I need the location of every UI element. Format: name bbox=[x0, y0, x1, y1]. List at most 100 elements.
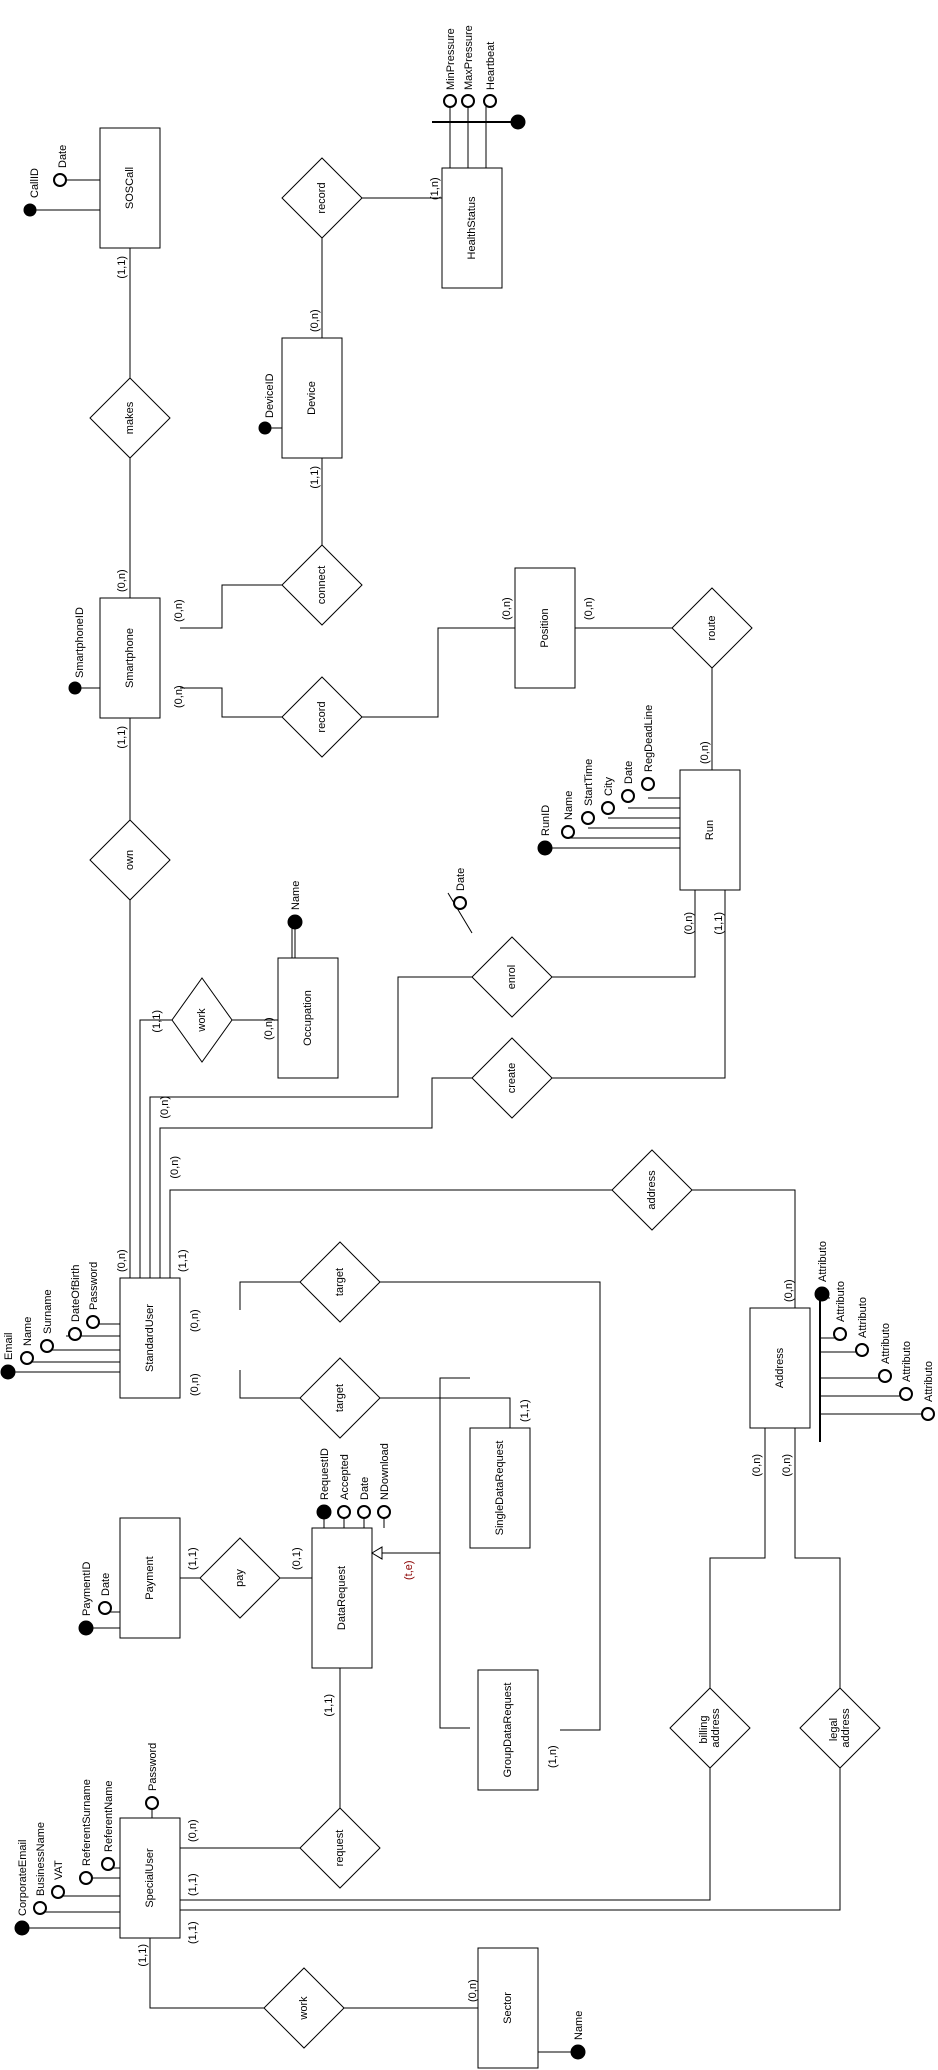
relationship-target-single[interactable]: target bbox=[299, 1357, 381, 1439]
attribute-run-name: Name bbox=[563, 791, 575, 820]
entity-singledatarequest[interactable]: SingleDataRequest bbox=[469, 1427, 531, 1549]
entity-smartphone[interactable]: Smartphone bbox=[99, 597, 161, 719]
attribute-specialuser-referentname: ReferentName bbox=[103, 1780, 115, 1852]
cardinality: (0,n) bbox=[783, 1279, 795, 1302]
attribute-key-icon bbox=[814, 1286, 830, 1302]
attribute-soscall-callid: CallID bbox=[29, 168, 41, 198]
cardinality: (1,1) bbox=[187, 1873, 199, 1896]
cardinality: (1,n) bbox=[547, 1745, 559, 1768]
relationship-route[interactable]: route bbox=[671, 587, 753, 669]
connection-lines bbox=[129, 197, 841, 2009]
attribute-payment-paymentid: PaymentID bbox=[81, 1562, 93, 1616]
attribute-circle-icon bbox=[357, 1505, 371, 1519]
attribute-key-icon bbox=[316, 1504, 332, 1520]
attribute-specialuser-password: Password bbox=[147, 1743, 159, 1791]
attribute-datarequest-ndownload: NDownload bbox=[379, 1443, 391, 1500]
attribute-key-icon bbox=[14, 1920, 30, 1936]
entity-payment[interactable]: Payment bbox=[119, 1517, 181, 1639]
attribute-circle-icon bbox=[855, 1343, 869, 1357]
entity-run[interactable]: Run bbox=[679, 769, 741, 891]
cardinality: (1,1) bbox=[177, 1249, 189, 1272]
relationship-label-route: route bbox=[706, 615, 718, 640]
attribute-circle-icon bbox=[337, 1505, 351, 1519]
attribute-circle-icon bbox=[833, 1327, 847, 1341]
attribute-circle-icon bbox=[377, 1505, 391, 1519]
relationship-label-work-sector: work bbox=[298, 1996, 310, 2021]
attribute-circle-icon bbox=[33, 1901, 47, 1915]
attribute-circle-icon bbox=[601, 801, 615, 815]
cardinality: (0,n) bbox=[169, 1156, 181, 1179]
entity-address[interactable]: Address bbox=[749, 1307, 811, 1429]
entity-datarequest[interactable]: DataRequest bbox=[311, 1527, 373, 1669]
relationship-connect[interactable]: connect bbox=[281, 544, 363, 626]
cardinality: (0,n) bbox=[173, 599, 185, 622]
relationship-label-connect: connect bbox=[316, 566, 328, 605]
attribute-soscall-date: Date bbox=[57, 145, 69, 168]
relationship-record-health[interactable]: record bbox=[281, 157, 363, 239]
attribute-key-icon bbox=[510, 114, 526, 130]
entity-label-address: Address bbox=[774, 1347, 786, 1388]
relationship-label-record-position: record bbox=[316, 701, 328, 732]
attribute-circle-icon bbox=[621, 789, 635, 803]
relationship-label-legal-line2: address bbox=[840, 1708, 852, 1748]
relationship-target-group[interactable]: target bbox=[299, 1241, 381, 1323]
cardinality: (0,n) bbox=[189, 1309, 201, 1332]
cardinality: (0,n) bbox=[116, 569, 128, 592]
attribute-address-5: Attributo bbox=[901, 1341, 913, 1382]
attribute-circle-icon bbox=[483, 94, 497, 108]
relationship-pay[interactable]: pay bbox=[199, 1537, 281, 1619]
relationship-record-position[interactable]: record bbox=[281, 676, 363, 758]
attribute-standarduser-password: Password bbox=[88, 1262, 100, 1310]
attribute-circle-icon bbox=[899, 1387, 913, 1401]
cardinality: (0,n) bbox=[159, 1096, 171, 1119]
attribute-occupation-name: Name bbox=[290, 881, 302, 910]
attribute-circle-icon bbox=[86, 1315, 100, 1329]
relationship-label-billing-address: billing address bbox=[698, 1708, 722, 1748]
relationship-enrol[interactable]: enrol bbox=[471, 936, 553, 1018]
entity-label-smartphone: Smartphone bbox=[124, 628, 136, 688]
entity-label-device: Device bbox=[306, 381, 318, 415]
relationship-label-makes: makes bbox=[124, 401, 136, 434]
entity-sector[interactable]: Sector bbox=[477, 1947, 539, 2069]
relationship-work-occupation[interactable]: work bbox=[171, 977, 233, 1063]
entity-label-occupation: Occupation bbox=[302, 990, 314, 1046]
relationship-create[interactable]: create bbox=[471, 1037, 553, 1119]
attribute-circle-icon bbox=[461, 94, 475, 108]
relationship-label-target-single: target bbox=[334, 1384, 346, 1412]
attribute-datarequest-requestid: RequestID bbox=[319, 1448, 331, 1500]
entity-soscall[interactable]: SOSCall bbox=[99, 127, 161, 249]
entity-position[interactable]: Position bbox=[514, 567, 576, 689]
attribute-circle-icon bbox=[878, 1369, 892, 1383]
relationship-makes[interactable]: makes bbox=[89, 377, 171, 459]
entity-healthstatus[interactable]: HealthStatus bbox=[441, 167, 503, 289]
relationship-legal-address[interactable]: legal address bbox=[799, 1687, 881, 1769]
relationship-billing-address[interactable]: billing address bbox=[669, 1687, 751, 1769]
attribute-circle-icon bbox=[453, 896, 467, 910]
attribute-address-6: Attributo bbox=[923, 1361, 935, 1402]
entity-occupation[interactable]: Occupation bbox=[277, 957, 339, 1079]
cardinality: (0,n) bbox=[467, 1979, 479, 2002]
attribute-circle-icon bbox=[79, 1871, 93, 1885]
attribute-run-city: City bbox=[603, 777, 615, 796]
attribute-run-regdeadline: RegDeadLine bbox=[643, 705, 655, 772]
relationship-label-billing-line1: billing bbox=[698, 1715, 710, 1743]
attribute-key-icon bbox=[537, 840, 553, 856]
relationship-address[interactable]: address bbox=[611, 1149, 693, 1231]
entity-specialuser[interactable]: SpecialUser bbox=[119, 1817, 181, 1939]
relationship-work-sector[interactable]: work bbox=[263, 1967, 345, 2049]
entity-groupdatarequest[interactable]: GroupDataRequest bbox=[477, 1669, 539, 1791]
entity-standarduser[interactable]: StandardUser bbox=[119, 1277, 181, 1399]
cardinality: (0,n) bbox=[699, 741, 711, 764]
attribute-datarequest-accepted: Accepted bbox=[339, 1454, 351, 1500]
attribute-circle-icon bbox=[101, 1857, 115, 1871]
cardinality: (0,n) bbox=[189, 1373, 201, 1396]
entity-device[interactable]: Device bbox=[281, 337, 343, 459]
attribute-address-1: Attributo bbox=[817, 1241, 829, 1282]
relationship-label-own: own bbox=[124, 850, 136, 870]
cardinality: (0,n) bbox=[309, 309, 321, 332]
relationship-request[interactable]: request bbox=[299, 1807, 381, 1889]
relationship-own[interactable]: own bbox=[89, 819, 171, 901]
attribute-circle-icon bbox=[53, 173, 67, 187]
attribute-address-2: Attributo bbox=[835, 1281, 847, 1322]
